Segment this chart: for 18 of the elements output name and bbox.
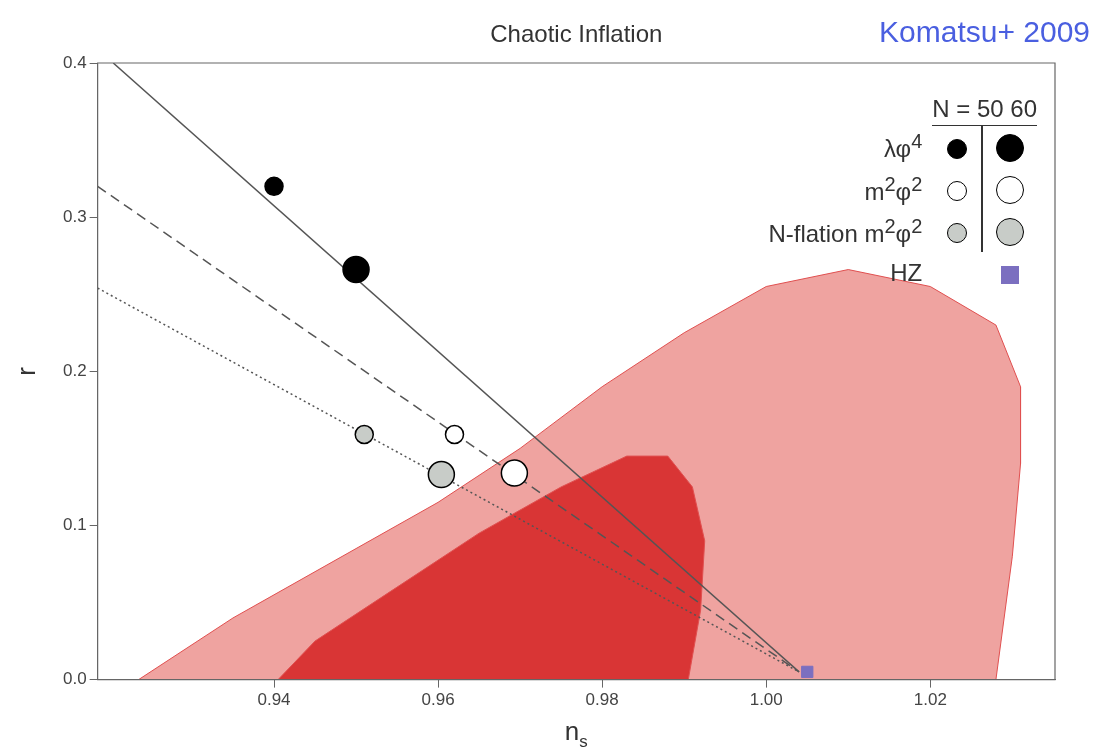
x-tick-label: 0.98 bbox=[585, 690, 619, 710]
y-axis-title: r bbox=[11, 366, 41, 376]
legend-label: λφ$^{4}$ bbox=[883, 129, 924, 165]
y-tick-label: 0.4 bbox=[62, 52, 87, 72]
text: Komatsu+ 2009 bbox=[879, 15, 1090, 48]
x-tick-label: 0.94 bbox=[257, 690, 291, 710]
x-tick-label: 1.00 bbox=[749, 690, 783, 710]
text: HZ bbox=[889, 258, 924, 288]
y-tick-label: 0.3 bbox=[62, 206, 87, 226]
chart-title: Chaotic Inflation bbox=[490, 20, 663, 47]
x-tick-label: 0.96 bbox=[421, 690, 455, 710]
y-tick-label: 0.1 bbox=[62, 515, 87, 535]
legend-title: N = 50 60 bbox=[932, 95, 1037, 126]
y-tick-label: 0.0 bbox=[62, 669, 87, 689]
y-tick-label: 0.2 bbox=[62, 360, 87, 380]
x-tick-label: 1.02 bbox=[913, 690, 947, 710]
legend-label: m$^{2}$φ$^{2}$ bbox=[863, 171, 924, 207]
legend-label: N-flation m$^{2}$φ$^{2}$ bbox=[767, 213, 924, 249]
